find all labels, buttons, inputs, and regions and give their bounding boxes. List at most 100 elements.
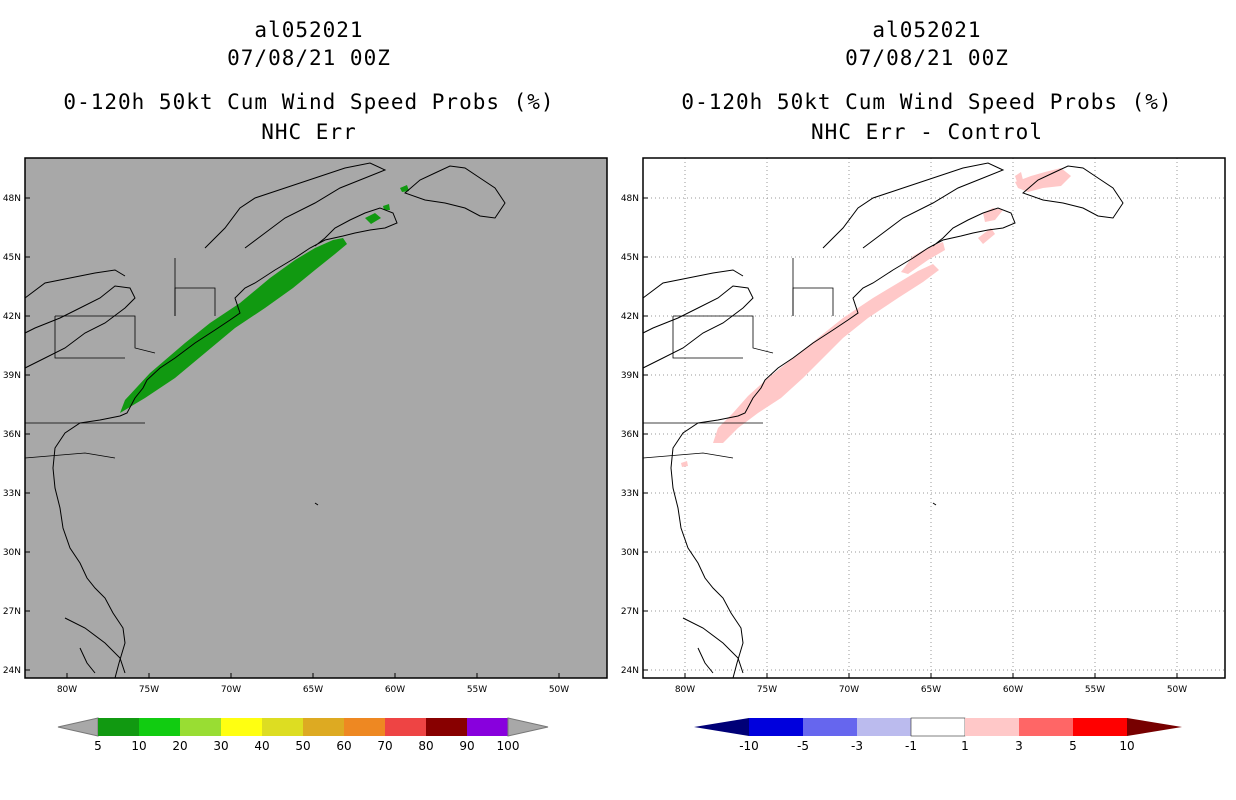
right-difference-patch: [901, 242, 945, 274]
colorbar-segment: [910, 717, 966, 737]
right-title-product: 0-120h 50kt Cum Wind Speed Probs (%): [681, 90, 1173, 114]
colorbar-label: 1: [961, 739, 969, 753]
left-colorbar: 5 10 20 30 40 50 60 70 80 90 100: [57, 717, 549, 753]
colorbar-label: -3: [851, 739, 863, 753]
colorbar-segment: [180, 718, 221, 736]
lon-label: 65W: [303, 685, 323, 695]
lon-label: 70W: [221, 685, 241, 695]
colorbar-segment: [139, 718, 180, 736]
right-title-date: 07/08/21 00Z: [845, 46, 1009, 70]
colorbar-segment: [344, 718, 385, 736]
lon-label: 75W: [139, 685, 159, 695]
colorbar-label: 20: [172, 739, 187, 753]
left-probability-patch: [383, 204, 390, 210]
colorbar-left-arrow: [694, 718, 749, 736]
colorbar-label: 100: [497, 739, 520, 753]
lon-label: 80W: [57, 685, 77, 695]
lon-label: 60W: [1003, 685, 1023, 695]
left-probability-patch: [365, 213, 381, 224]
colorbar-label: 5: [94, 739, 102, 753]
colorbar-segment: [857, 718, 911, 736]
lon-label: 75W: [757, 685, 777, 695]
right-title-storm: al052021: [872, 18, 982, 42]
left-title-product: 0-120h 50kt Cum Wind Speed Probs (%): [63, 90, 555, 114]
lon-label: 50W: [549, 685, 569, 695]
colorbar-label: -5: [797, 739, 809, 753]
lat-label: 45N: [621, 253, 639, 263]
right-difference-patch: [1015, 168, 1071, 192]
colorbar-segment: [1019, 718, 1073, 736]
lat-label: 27N: [3, 607, 21, 617]
colorbar-label: 90: [459, 739, 474, 753]
colorbar-label: 3: [1015, 739, 1023, 753]
colorbar-label: 10: [1119, 739, 1134, 753]
colorbar-segment: [1073, 718, 1127, 736]
left-map-svg: 48N 45N 42N 39N 36N 33N 30N 27N 24N 80W 75W 70W 65W…: [3, 157, 608, 753]
colorbar-segment: [803, 718, 857, 736]
left-probability-swath: [120, 238, 347, 413]
colorbar-right-arrow: [1127, 718, 1182, 736]
lon-label: 65W: [921, 685, 941, 695]
lat-label: 42N: [3, 312, 21, 322]
colorbar-left-arrow: [57, 717, 99, 737]
lon-label: 70W: [839, 685, 859, 695]
right-gridlines: [643, 158, 1225, 678]
lon-label: 80W: [675, 685, 695, 695]
right-difference-swath: [713, 264, 939, 443]
right-colorbar: -10 -5 -3 -1 1 3 5 10: [694, 717, 1182, 753]
colorbar-segment: [98, 718, 139, 736]
right-difference-patch: [978, 228, 995, 244]
lat-label: 45N: [3, 253, 21, 263]
colorbar-label: 50: [295, 739, 310, 753]
colorbar-label: 80: [418, 739, 433, 753]
lat-label: 48N: [3, 194, 21, 204]
colorbar-label: 5: [1069, 739, 1077, 753]
colorbar-segment: [303, 718, 344, 736]
right-coastline: [642, 162, 1124, 679]
colorbar-segment: [262, 718, 303, 736]
colorbar-label: 10: [131, 739, 146, 753]
left-lon-labels: 80W 75W 70W 65W 60W 55W 50W: [57, 673, 569, 695]
lon-label: 55W: [1085, 685, 1105, 695]
lon-label: 60W: [385, 685, 405, 695]
lat-label: 27N: [621, 607, 639, 617]
colorbar-label: 40: [254, 739, 269, 753]
left-title-storm: al052021: [254, 18, 364, 42]
left-state-borders: [24, 258, 216, 459]
lat-label: 36N: [621, 430, 639, 440]
lat-label: 24N: [3, 666, 21, 676]
right-difference-patch: [681, 461, 688, 467]
colorbar-label: -10: [739, 739, 759, 753]
lon-label: 55W: [467, 685, 487, 695]
colorbar-segment: [426, 718, 467, 736]
lat-label: 30N: [621, 548, 639, 558]
left-probability-patch: [400, 185, 409, 192]
left-lat-labels: 48N 45N 42N 39N 36N 33N 30N 27N 24N: [3, 194, 30, 676]
colorbar-label: 30: [213, 739, 228, 753]
lat-label: 42N: [621, 312, 639, 322]
left-panel: al052021 07/08/21 00Z 0-120h 50kt Cum Wi…: [3, 18, 608, 753]
right-panel: al052021 07/08/21 00Z 0-120h 50kt Cum Wi…: [618, 0, 1236, 800]
left-title-subtitle: NHC Err: [261, 120, 357, 144]
right-state-borders: [642, 258, 834, 459]
lat-label: 36N: [3, 430, 21, 440]
lat-label: 30N: [3, 548, 21, 558]
colorbar-label: -1: [905, 739, 917, 753]
colorbar-label: 60: [336, 739, 351, 753]
lat-label: 39N: [3, 371, 21, 381]
colorbar-segment: [385, 718, 426, 736]
colorbar-segment: [749, 718, 803, 736]
colorbar-segment: [467, 718, 508, 736]
right-title-subtitle: NHC Err - Control: [811, 120, 1043, 144]
right-lon-labels: 80W 75W 70W 65W 60W 55W 50W: [675, 673, 1187, 695]
lat-label: 33N: [3, 489, 21, 499]
left-title-date: 07/08/21 00Z: [227, 46, 391, 70]
lat-label: 48N: [621, 194, 639, 204]
lon-label: 50W: [1167, 685, 1187, 695]
colorbar-segment: [221, 718, 262, 736]
right-map-svg: 48N 45N 42N 39N 36N 33N 30N 27N 24N 80W 75W 70W 65W…: [621, 157, 1226, 753]
right-difference-patch: [1015, 172, 1023, 182]
lat-label: 33N: [621, 489, 639, 499]
colorbar-label: 70: [377, 739, 392, 753]
lat-label: 24N: [621, 666, 639, 676]
